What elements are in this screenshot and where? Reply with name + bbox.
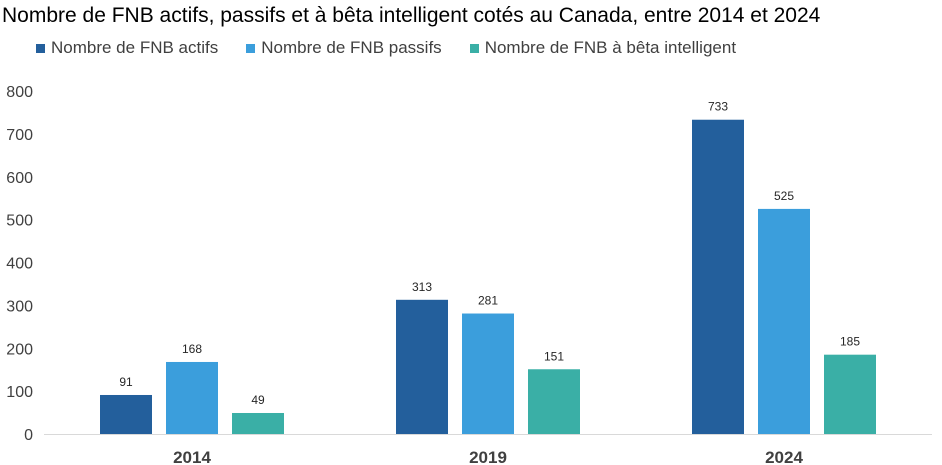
y-tick-label-300: 300 xyxy=(6,298,33,315)
data-label-2014-series-0: 91 xyxy=(119,375,133,389)
y-tick-label-100: 100 xyxy=(6,384,33,401)
y-tick-label-700: 700 xyxy=(6,127,33,144)
bar-2014-series-2 xyxy=(232,412,284,434)
legend-item-beta: Nombre de FNB à bêta intelligent xyxy=(469,38,737,58)
x-tick-label-2024: 2024 xyxy=(765,448,803,465)
y-tick-label-800: 800 xyxy=(6,84,33,101)
legend-swatch-actifs xyxy=(36,43,45,53)
bar-2024-series-1 xyxy=(758,208,810,434)
chart-title: Nombre de FNB actifs, passifs et à bêta … xyxy=(2,4,821,27)
legend-label-passifs: Nombre de FNB passifs xyxy=(261,38,442,57)
bar-2024-series-0 xyxy=(692,119,744,434)
data-label-2019-series-2: 151 xyxy=(544,349,564,363)
y-tick-label-0: 0 xyxy=(24,427,33,444)
x-tick-label-2019: 2019 xyxy=(469,448,507,465)
data-label-2019-series-0: 313 xyxy=(412,280,432,294)
legend-label-beta: Nombre de FNB à bêta intelligent xyxy=(484,38,737,57)
data-label-2024-series-0: 733 xyxy=(708,100,728,114)
y-tick-label-600: 600 xyxy=(6,170,33,187)
bar-2019-series-1 xyxy=(462,313,514,434)
bar-2014-series-1 xyxy=(166,361,218,434)
bar-2024-series-2 xyxy=(824,354,876,434)
data-label-2019-series-1: 281 xyxy=(478,294,498,308)
legend-swatch-passifs xyxy=(246,43,256,53)
legend-swatch-beta xyxy=(469,43,479,53)
bar-2014-series-0 xyxy=(100,394,152,434)
y-tick-label-200: 200 xyxy=(6,341,33,358)
bar-2019-series-0 xyxy=(396,299,448,434)
legend-item-passifs: Nombre de FNB passifs xyxy=(246,38,442,58)
data-label-2014-series-2: 49 xyxy=(251,393,265,407)
legend-item-actifs: Nombre de FNB actifs xyxy=(36,38,218,58)
y-tick-label-400: 400 xyxy=(6,256,33,273)
y-tick-label-500: 500 xyxy=(6,213,33,230)
legend-label-actifs: Nombre de FNB actifs xyxy=(51,38,219,57)
chart-legend: Nombre de FNB actifs Nombre de FNB passi… xyxy=(36,38,736,58)
bar-2019-series-2 xyxy=(528,369,580,434)
data-label-2014-series-1: 168 xyxy=(182,342,202,356)
data-label-2024-series-2: 185 xyxy=(840,335,860,349)
data-label-2024-series-1: 525 xyxy=(774,189,794,203)
x-tick-label-2014: 2014 xyxy=(173,448,211,465)
